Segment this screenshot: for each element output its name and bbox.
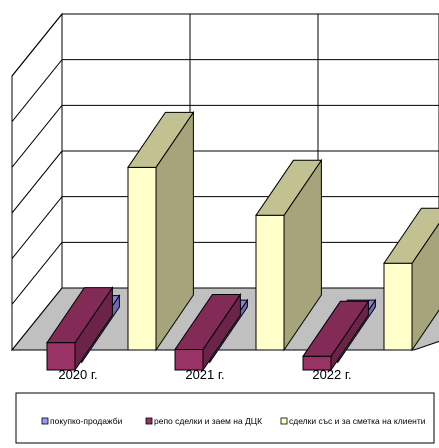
gridline-side (11, 242, 63, 305)
bar-1-0-front (46, 342, 76, 371)
legend-label-0: покупко-продажби (50, 416, 123, 426)
bar-2-1-top (255, 159, 323, 216)
x-tick-label: 2021 г. (185, 367, 224, 382)
gridline-side (11, 105, 63, 168)
legend-swatch-1 (145, 417, 153, 425)
x-axis-tick-labels: 2020 г. 2021 г. 2022 г. (58, 367, 351, 382)
bar-2-1-front (255, 214, 285, 351)
bars (46, 110, 439, 372)
bar-1-1-top (174, 293, 242, 350)
bar-2-0-top (127, 111, 195, 168)
legend-box (15, 392, 435, 444)
bar-1-2-top (302, 300, 370, 357)
legend-label-2: сделки със и за сметка на клиенти (289, 416, 426, 426)
bar-2-2-front (383, 262, 413, 351)
bar-2-0-front (127, 166, 157, 351)
bar-1-0-top (46, 287, 114, 344)
legend: покупко-продажби репо сделки и заем на ДЦ… (41, 416, 426, 426)
gridline-side (11, 196, 63, 259)
legend-label-1: репо сделки и заем на ДЦК (154, 416, 262, 426)
legend-swatch-0 (41, 417, 49, 425)
x-tick-label: 2020 г. (58, 367, 97, 382)
gridline-side (11, 59, 63, 122)
bar-2-2-top (383, 207, 439, 264)
gridline-side (11, 13, 63, 77)
gridline-side (11, 150, 63, 214)
x-tick-label: 2022 г. (312, 367, 351, 382)
legend-swatch-2 (280, 417, 288, 425)
